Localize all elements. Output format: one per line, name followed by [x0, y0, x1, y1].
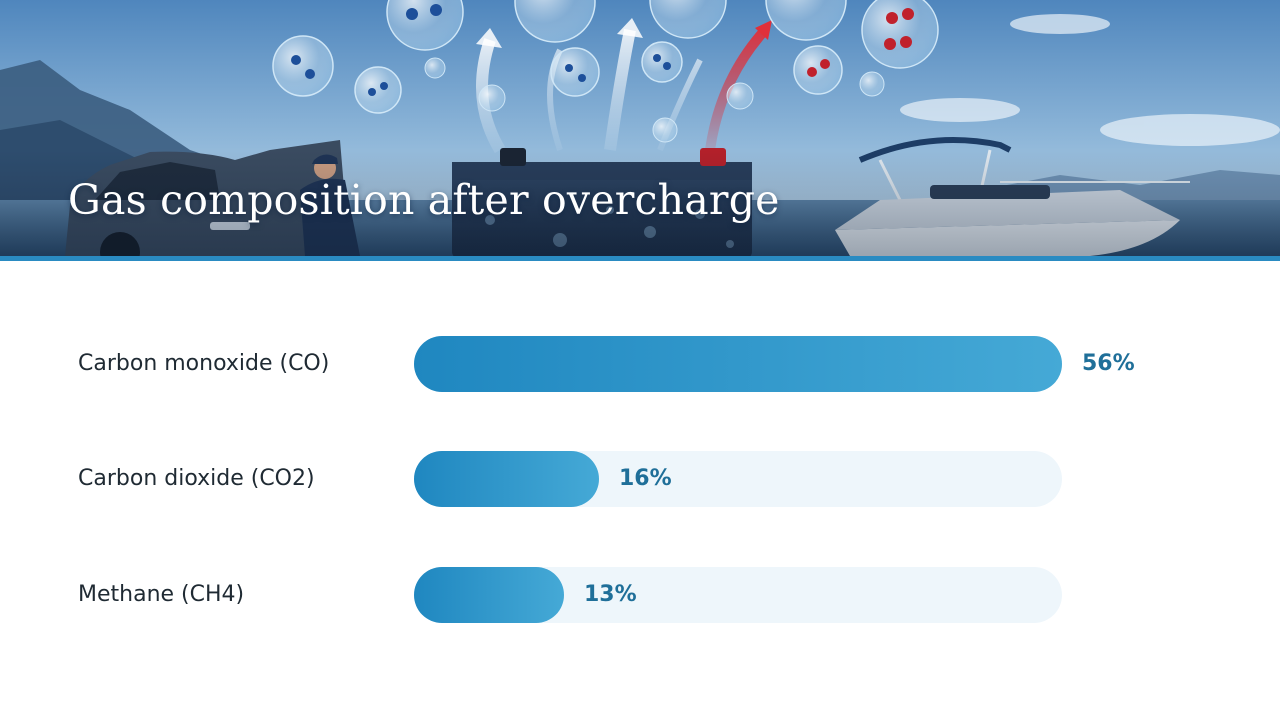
page-title: Gas composition after overcharge	[68, 176, 780, 224]
banner-illustration	[0, 0, 1280, 256]
header-banner: Gas composition after overcharge	[0, 0, 1280, 256]
bar-row: Methane (CH4) 13%	[0, 567, 1280, 623]
bar-track	[414, 567, 1062, 623]
value-label: 16%	[619, 466, 672, 491]
category-label: Carbon dioxide (CO2)	[78, 466, 315, 491]
bar-track	[414, 336, 1062, 392]
bar-row: Carbon dioxide (CO2) 16%	[0, 451, 1280, 507]
bar-fill	[414, 567, 564, 623]
bar-fill	[414, 336, 1062, 392]
banner-divider	[0, 256, 1280, 261]
category-label: Methane (CH4)	[78, 582, 245, 607]
bar-track	[414, 451, 1062, 507]
bar-row: Carbon monoxide (CO) 56%	[0, 336, 1280, 392]
value-label: 13%	[584, 582, 637, 607]
category-label: Carbon monoxide (CO)	[78, 351, 330, 376]
bar-fill	[414, 451, 599, 507]
bar-chart: Carbon monoxide (CO) 56% Carbon dioxide (C…	[0, 261, 1280, 720]
gas-molecule-icon	[272, 0, 939, 143]
value-label: 56%	[1082, 351, 1135, 376]
